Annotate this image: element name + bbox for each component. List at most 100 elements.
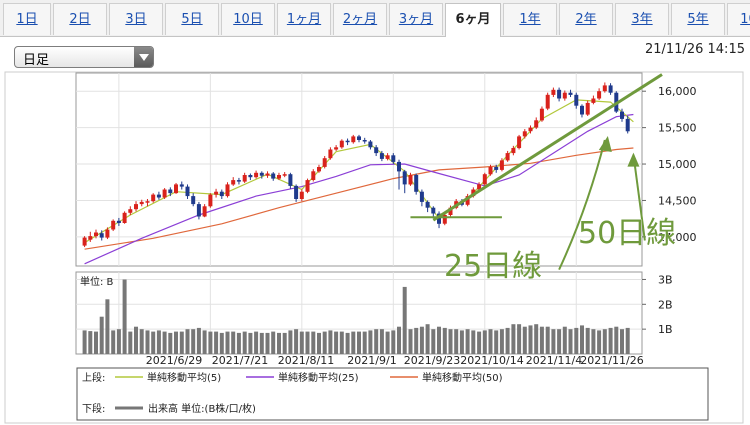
label-50-day: 50日線	[578, 216, 676, 251]
volume-bar	[397, 326, 401, 354]
tab-3[interactable]: 5日	[165, 3, 219, 35]
volume-bar	[448, 329, 453, 354]
candle-body	[277, 175, 281, 179]
tab-5[interactable]: 1ヶ月	[277, 3, 331, 35]
arrow-50-icon	[632, 154, 646, 241]
candle-body	[254, 172, 259, 178]
volume-bar	[357, 331, 361, 354]
candle-body	[282, 174, 287, 176]
volume-bar	[602, 329, 607, 354]
x-tick-label: 2021/7/21	[212, 354, 268, 367]
candle-body	[425, 201, 430, 208]
candle-body	[580, 105, 584, 115]
candle-body	[219, 191, 224, 197]
tab-2[interactable]: 3日	[109, 3, 163, 35]
ma25-line	[84, 113, 634, 265]
candle-body	[385, 155, 390, 159]
x-tick-label: 2021/6/29	[146, 354, 202, 367]
candle-body	[431, 207, 436, 214]
volume-bar	[88, 331, 93, 354]
volume-bar	[534, 324, 539, 354]
candle-body	[145, 201, 150, 203]
candle-body	[557, 89, 562, 99]
volume-bar	[231, 331, 236, 354]
candle-body	[357, 136, 361, 140]
volume-bar	[408, 329, 413, 354]
volume-bar	[414, 327, 419, 354]
legend-volume-item: 出来高 単位:(B株/口/枚)	[148, 402, 256, 415]
tab-9[interactable]: 1年	[503, 3, 557, 35]
volume-bar	[477, 331, 482, 354]
candle-body	[482, 174, 487, 185]
candle-body	[88, 236, 93, 240]
tab-1[interactable]: 2日	[53, 3, 107, 35]
candle-body	[139, 201, 144, 205]
price-tick-label: 14,000	[658, 231, 697, 244]
volume-bar	[454, 329, 459, 354]
candle-body	[334, 147, 339, 150]
volume-bar	[574, 327, 579, 354]
volume-bar	[202, 330, 207, 354]
volume-bar	[620, 329, 624, 354]
candle-body	[620, 111, 624, 119]
volume-bar	[494, 330, 499, 354]
volume-bar	[488, 329, 493, 354]
candle-body	[208, 194, 213, 207]
tab-10[interactable]: 2年	[559, 3, 613, 35]
volume-bar	[282, 332, 287, 354]
candle-body	[242, 175, 247, 182]
volume-bar	[294, 329, 299, 354]
candle-body	[414, 175, 419, 192]
volume-bar	[299, 331, 304, 354]
tab-6[interactable]: 2ヶ月	[333, 3, 387, 35]
volume-bar	[225, 331, 230, 354]
candle-body	[311, 171, 316, 180]
candle-body	[82, 237, 87, 246]
candle-body	[259, 172, 264, 176]
volume-bar	[185, 329, 190, 354]
chevron-down-icon[interactable]	[134, 47, 153, 67]
tab-8[interactable]: 6ヶ月	[445, 3, 501, 37]
tab-13[interactable]: 10年	[727, 3, 750, 35]
tab-11[interactable]: 3年	[615, 3, 669, 35]
candle-body	[202, 206, 207, 217]
chart-type-select[interactable]: 日足	[14, 46, 154, 68]
volume-tick-label: 1B	[658, 323, 673, 336]
volume-bar	[437, 326, 441, 354]
tab-0[interactable]: 1日	[3, 3, 51, 35]
candle-body	[511, 148, 516, 154]
candle-body	[437, 213, 441, 224]
volume-bar	[116, 329, 121, 354]
candle-body	[488, 167, 493, 175]
volume-bar	[402, 286, 407, 354]
price-tick-label: 16,000	[658, 85, 697, 98]
volume-bar	[597, 330, 602, 354]
candle-body	[419, 191, 424, 202]
volume-bar	[105, 299, 110, 354]
tab-7[interactable]: 3ヶ月	[389, 3, 443, 35]
candle-body	[351, 136, 356, 143]
x-tick-label: 2021/8/11	[278, 354, 334, 367]
legend-upper-label: 上段:	[82, 371, 105, 384]
volume-bar	[139, 329, 144, 354]
timestamp: 21/11/26 14:15 E	[645, 42, 750, 57]
candle-body	[345, 140, 350, 143]
tab-4[interactable]: 10日	[221, 3, 275, 35]
candle-body	[299, 191, 304, 199]
volume-bar	[528, 325, 533, 354]
volume-bar	[82, 330, 87, 354]
candle-body	[248, 175, 253, 178]
volume-bar	[174, 331, 178, 354]
candle-body	[225, 184, 230, 197]
candle-body	[562, 92, 567, 99]
candle-body	[517, 136, 522, 149]
volume-bar	[254, 331, 259, 354]
volume-bar	[482, 330, 487, 354]
volume-bar	[168, 332, 173, 354]
candle-body	[494, 167, 499, 170]
tab-12[interactable]: 5年	[671, 3, 725, 35]
volume-bar	[208, 331, 213, 354]
volume-bar	[145, 330, 150, 354]
volume-bar	[580, 325, 584, 354]
volume-bar	[214, 331, 219, 354]
